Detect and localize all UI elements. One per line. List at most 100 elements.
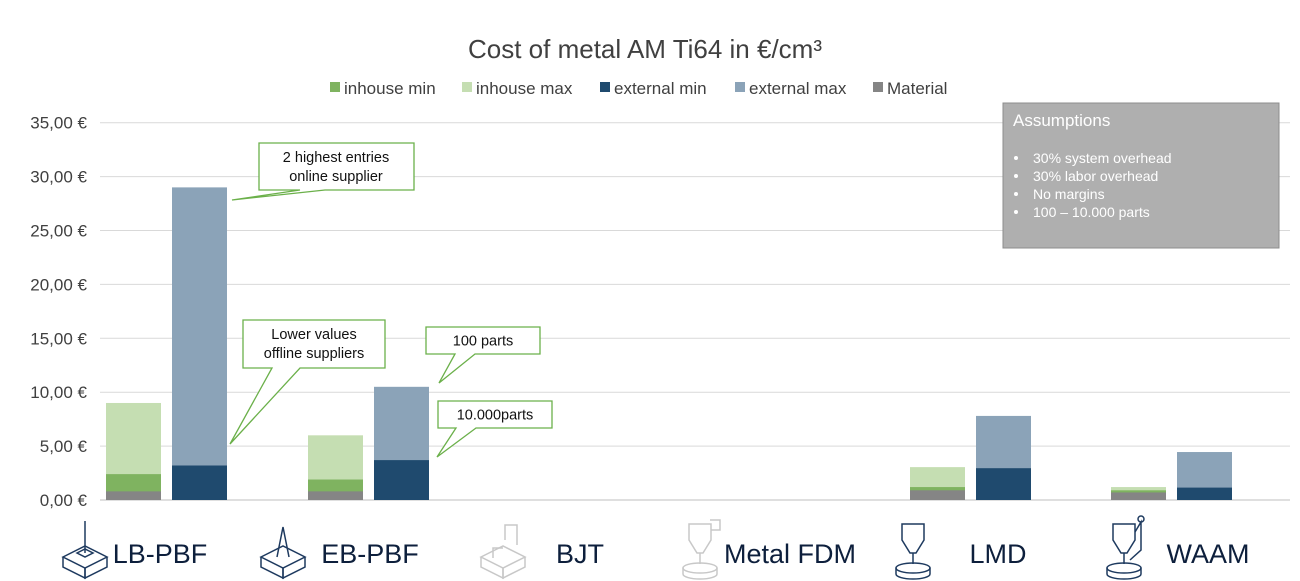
bar-external-min xyxy=(1177,487,1232,500)
legend-swatch xyxy=(735,82,745,92)
callout-text: offline suppliers xyxy=(264,346,365,362)
bar-external-max xyxy=(172,187,227,500)
icon-base xyxy=(895,562,931,574)
bar-Material xyxy=(910,490,965,500)
legend-swatch xyxy=(462,82,472,92)
binder-jet-icon xyxy=(479,524,527,580)
icon-base-side xyxy=(682,568,718,580)
legend-swatch xyxy=(330,82,340,92)
powder-bed-icon xyxy=(259,526,307,580)
assumptions-box: Assumptions 30% system overhead 30% labor … xyxy=(1002,102,1280,249)
category-label: EB-PBF xyxy=(321,539,419,569)
icon-feed xyxy=(710,519,721,531)
callout: 10.000parts xyxy=(436,400,553,458)
callout: 100 parts xyxy=(425,326,541,384)
icon-nozzle xyxy=(1112,523,1136,554)
legend-label: inhouse min xyxy=(344,79,436,98)
bullet-dot xyxy=(1014,192,1018,196)
y-tick-label: 35,00 € xyxy=(30,114,87,133)
category-label: LB-PBF xyxy=(113,539,208,569)
x-axis-categories: LB-PBF EB-PBF BJT Metal FDM LMD WAAM xyxy=(61,515,1250,580)
category-label: BJT xyxy=(556,539,604,569)
bar-external-min xyxy=(976,468,1031,500)
bar-Material xyxy=(1111,492,1166,500)
y-tick-label: 30,00 € xyxy=(30,168,87,187)
icon-right xyxy=(502,557,526,580)
icon-left xyxy=(260,557,284,580)
icon-wire xyxy=(1129,519,1142,561)
bullet-dot xyxy=(1014,210,1018,214)
icon-left xyxy=(62,557,86,580)
callout-box xyxy=(436,400,553,458)
callout-box xyxy=(231,142,415,201)
bullet-dot xyxy=(1014,156,1018,160)
deposition-icon xyxy=(895,523,931,580)
assumption-item: 30% labor overhead xyxy=(1033,168,1158,184)
callout-text: Lower values xyxy=(271,327,356,343)
assumption-item: 30% system overhead xyxy=(1033,150,1172,166)
icon-base xyxy=(682,562,718,574)
bar-Material xyxy=(308,491,363,500)
icon-top xyxy=(479,545,527,569)
y-tick-label: 25,00 € xyxy=(30,222,87,241)
bar-Material xyxy=(106,491,161,500)
icon-part xyxy=(492,547,503,558)
legend-label: inhouse max xyxy=(476,79,573,98)
category-label: WAAM xyxy=(1167,539,1250,569)
category-bjt: BJT xyxy=(479,524,604,580)
category-label: Metal FDM xyxy=(724,539,856,569)
chart-legend: inhouse min inhouse max external min extern… xyxy=(330,79,947,98)
legend-swatch xyxy=(873,82,883,92)
category-lmd: LMD xyxy=(895,523,1027,580)
icon-nozzle xyxy=(688,523,712,554)
callout: 2 highest entries online supplier xyxy=(231,142,415,201)
bullet-dot xyxy=(1014,174,1018,178)
y-tick-label: 0,00 € xyxy=(40,491,88,510)
callout-box xyxy=(425,326,541,384)
chart-title: Cost of metal AM Ti64 in €/cm³ xyxy=(468,34,822,64)
assumption-item: 100 – 10.000 parts xyxy=(1033,204,1150,220)
icon-nozzle xyxy=(901,523,925,554)
icon-right xyxy=(282,557,306,580)
icon-cone xyxy=(276,526,290,558)
wire-arc-icon xyxy=(1106,515,1145,580)
callout-box xyxy=(229,319,386,445)
icon-base-side xyxy=(895,568,931,580)
callout-text: online supplier xyxy=(289,169,383,185)
callout-text: 10.000parts xyxy=(457,408,534,424)
bars xyxy=(106,187,1232,500)
category-lb-pbf: LB-PBF xyxy=(61,521,208,580)
y-axis: 0,00 € 5,00 € 10,00 € 15,00 € 20,00 € 25,00 €… xyxy=(30,114,87,510)
legend-label: Material xyxy=(887,79,947,98)
y-tick-label: 10,00 € xyxy=(30,383,87,402)
assumption-item: No margins xyxy=(1033,186,1105,202)
icon-spot xyxy=(75,548,95,558)
category-waam: WAAM xyxy=(1106,515,1250,580)
y-tick-label: 5,00 € xyxy=(40,437,88,456)
icon-right xyxy=(84,557,108,580)
callout-text: 100 parts xyxy=(453,334,513,350)
callout-text: 2 highest entries xyxy=(283,150,389,166)
assumptions-panel xyxy=(1002,102,1280,249)
icon-spool xyxy=(1137,515,1145,523)
legend-swatch xyxy=(600,82,610,92)
powder-bed-icon xyxy=(61,521,109,580)
bar-external-min xyxy=(374,460,429,500)
category-eb-pbf: EB-PBF xyxy=(259,526,419,580)
fdm-nozzle-icon xyxy=(682,519,721,580)
bar-external-min xyxy=(172,465,227,500)
category-label: LMD xyxy=(969,539,1026,569)
callouts: 2 highest entries online supplier Lower va… xyxy=(229,142,553,458)
y-tick-label: 20,00 € xyxy=(30,275,87,294)
legend-label: external min xyxy=(614,79,707,98)
y-tick-label: 15,00 € xyxy=(30,329,87,348)
icon-head xyxy=(504,524,518,545)
category-metal-fdm: Metal FDM xyxy=(682,519,856,580)
icon-top xyxy=(259,545,307,569)
legend-label: external max xyxy=(749,79,847,98)
assumptions-title: Assumptions xyxy=(1013,111,1110,130)
icon-left xyxy=(480,557,504,580)
icon-base-side xyxy=(1106,568,1142,580)
callout: Lower values offline suppliers xyxy=(229,319,386,445)
